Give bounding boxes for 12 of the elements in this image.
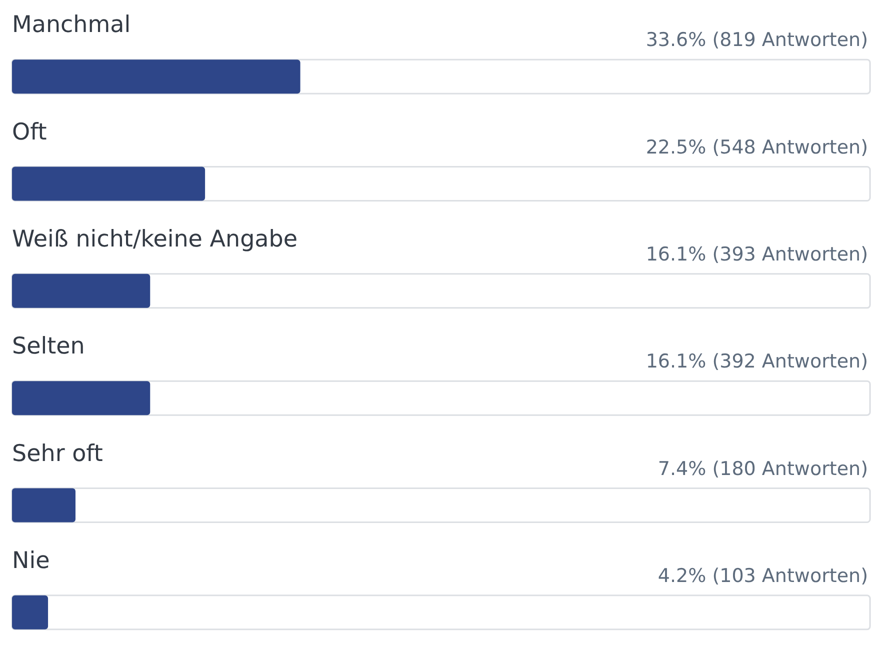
y-tick-label: Selten xyxy=(12,334,85,360)
y-tick-label: Weiß nicht/keine Angabe xyxy=(12,226,298,252)
data-label: 16.1% (393 Antworten) xyxy=(646,243,868,266)
data-label: 33.6% (819 Antworten) xyxy=(646,29,868,52)
data-label: 16.1% (392 Antworten) xyxy=(646,350,868,373)
data-label: 7.4% (180 Antworten) xyxy=(658,458,868,480)
y-tick-label: Nie xyxy=(12,548,50,574)
y-tick-label: Oft xyxy=(12,119,47,146)
y-tick-label: Manchmal xyxy=(12,12,131,38)
data-label: 22.5% (548 Antworten) xyxy=(646,136,868,158)
y-tick-label: Sehr oft xyxy=(12,440,103,467)
data-label: 4.2% (103 Antworten) xyxy=(658,564,868,587)
